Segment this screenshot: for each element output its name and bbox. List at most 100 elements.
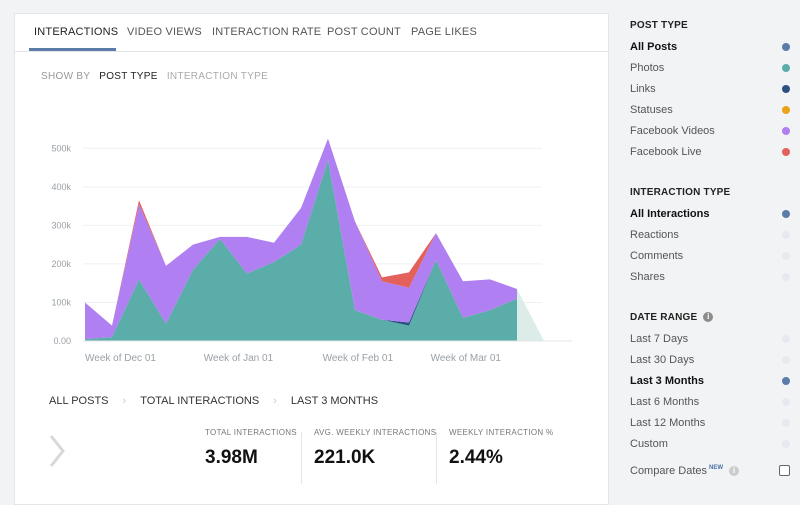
filter-option-last-12-months[interactable]: Last 12 Months — [630, 417, 792, 433]
filter-option-label: Links — [630, 83, 656, 95]
series-area-facebook-live — [85, 138, 517, 326]
filter-option-label: Shares — [630, 271, 665, 283]
interaction-type-heading: INTERACTION TYPE — [630, 187, 731, 198]
tab-post-count[interactable]: POST COUNT — [327, 26, 401, 38]
breadcrumb-date-range[interactable]: LAST 3 MONTHS — [290, 395, 379, 407]
filter-option-links[interactable]: Links — [630, 83, 792, 99]
series-area-facebook-videos — [85, 138, 517, 340]
show-by-post-type[interactable]: POST TYPE — [99, 71, 158, 82]
filter-option-label: All Posts — [630, 41, 678, 53]
stat-value: 2.44% — [449, 447, 503, 468]
stat-value: 3.98M — [205, 447, 258, 468]
interactions-area-chart: 0.00 100k 200k 300k 400k 500k Week of Dec 01 We… — [51, 138, 572, 364]
tab-page-likes[interactable]: PAGE LIKES — [411, 26, 477, 38]
tab-interactions[interactable]: INTERACTIONS — [34, 26, 119, 38]
divider — [301, 432, 302, 484]
color-dot-icon — [782, 252, 790, 260]
stat-value: 221.0K — [314, 447, 376, 468]
x-tick-label: Week of Jan 01 — [204, 353, 274, 364]
info-icon[interactable]: i — [703, 312, 714, 322]
color-dot-icon — [782, 356, 790, 364]
color-dot-icon — [782, 43, 790, 51]
color-dot-icon — [782, 335, 790, 343]
show-by-toggle: SHOW BY POST TYPE INTERACTION TYPE — [41, 71, 268, 82]
y-tick-label: 100k — [51, 297, 71, 307]
stat-weekly-interaction-pct: WEEKLY INTERACTION % 2.44% — [449, 428, 553, 469]
tab-interaction-rate[interactable]: INTERACTION RATE — [212, 26, 322, 38]
filter-option-label: Last 6 Months — [630, 396, 700, 408]
chevron-right-icon[interactable] — [49, 434, 65, 468]
x-tick-label: Week of Feb 01 — [323, 353, 394, 364]
tab-video-views[interactable]: VIDEO VIEWS — [127, 26, 202, 38]
filter-option-label: Last 7 Days — [630, 333, 689, 345]
x-tick-label: Week of Mar 01 — [431, 353, 502, 364]
filter-option-label: Facebook Videos — [630, 125, 715, 137]
x-tick-label: Week of Dec 01 — [85, 353, 156, 364]
color-dot-icon — [782, 127, 790, 135]
breadcrumb-all-posts[interactable]: ALL POSTS — [49, 395, 109, 407]
filter-option-last-30-days[interactable]: Last 30 Days — [630, 354, 792, 370]
chevron-right-icon: › — [122, 395, 127, 407]
filter-option-label: Comments — [630, 250, 684, 262]
compare-dates-checkbox[interactable] — [779, 465, 790, 476]
filter-option-last-6-months[interactable]: Last 6 Months — [630, 396, 792, 412]
color-dot-icon — [782, 398, 790, 406]
breadcrumb-total-interactions[interactable]: TOTAL INTERACTIONS — [140, 395, 260, 407]
y-tick-label: 200k — [51, 259, 71, 269]
color-dot-icon — [782, 419, 790, 427]
stat-avg-weekly-interactions: AVG. WEEKLY INTERACTIONS 221.0K — [314, 428, 436, 469]
compare-dates-toggle[interactable]: Compare Dates NEW i — [630, 465, 792, 481]
filter-option-shares[interactable]: Shares — [630, 271, 792, 287]
filter-option-facebook-videos[interactable]: Facebook Videos — [630, 125, 792, 141]
chart-card: INTERACTIONS VIDEO VIEWS INTERACTION RAT… — [14, 13, 609, 505]
filter-option-last-3-months[interactable]: Last 3 Months — [630, 375, 792, 391]
filter-option-custom[interactable]: Custom — [630, 438, 792, 454]
chevron-right-icon: › — [273, 395, 277, 407]
filter-option-comments[interactable]: Comments — [630, 250, 792, 266]
color-dot-icon — [782, 273, 790, 281]
filter-option-label: Last 12 Months — [630, 417, 706, 429]
post-type-heading: POST TYPE — [630, 20, 688, 31]
breadcrumb: ALL POSTS › TOTAL INTERACTIONS › LAST 3 MONT… — [49, 395, 378, 407]
date-range-label: DATE RANGE — [630, 312, 698, 323]
filter-option-reactions[interactable]: Reactions — [630, 229, 792, 245]
color-dot-icon — [782, 106, 790, 114]
filter-option-label: Last 3 Months — [630, 375, 704, 387]
stat-title: AVG. WEEKLY INTERACTIONS — [314, 428, 437, 437]
y-tick-label: 500k — [51, 143, 71, 153]
divider — [436, 432, 437, 484]
filter-option-label: Last 30 Days — [630, 354, 695, 366]
filter-option-label: Reactions — [630, 229, 679, 241]
filter-option-statuses[interactable]: Statuses — [630, 104, 792, 120]
new-badge: NEW — [709, 465, 724, 471]
y-tick-label: 400k — [51, 182, 71, 192]
stat-title: TOTAL INTERACTIONS — [205, 428, 297, 437]
stat-title: WEEKLY INTERACTION % — [449, 428, 554, 437]
show-by-interaction-type[interactable]: INTERACTION TYPE — [166, 71, 269, 82]
filter-option-all-posts[interactable]: All Posts — [630, 41, 792, 57]
y-tick-label: 300k — [51, 220, 71, 230]
filter-option-all-interactions[interactable]: All Interactions — [630, 208, 792, 224]
filter-option-label: Custom — [630, 438, 668, 450]
y-tick-label: 0.00 — [53, 336, 71, 346]
metric-tabs: INTERACTIONS VIDEO VIEWS INTERACTION RAT… — [15, 14, 608, 52]
filter-option-label: Facebook Live — [630, 146, 702, 158]
date-range-heading: DATE RANGE i — [630, 312, 714, 323]
filter-option-label: Photos — [630, 62, 665, 74]
color-dot-icon — [782, 64, 790, 72]
info-icon[interactable]: i — [729, 466, 740, 476]
filter-option-label: Statuses — [630, 104, 673, 116]
color-dot-icon — [782, 231, 790, 239]
color-dot-icon — [782, 377, 790, 385]
compare-dates-label: Compare Dates — [630, 465, 708, 477]
filter-option-last-7-days[interactable]: Last 7 Days — [630, 333, 792, 349]
color-dot-icon — [782, 85, 790, 93]
series-area-photos — [85, 159, 517, 341]
color-dot-icon — [782, 210, 790, 218]
filter-option-photos[interactable]: Photos — [630, 62, 792, 78]
filter-option-facebook-live[interactable]: Facebook Live — [630, 146, 792, 162]
color-dot-icon — [782, 148, 790, 156]
filter-option-label: All Interactions — [630, 208, 710, 220]
partial-week-area — [517, 288, 544, 341]
active-tab-indicator — [29, 48, 116, 51]
